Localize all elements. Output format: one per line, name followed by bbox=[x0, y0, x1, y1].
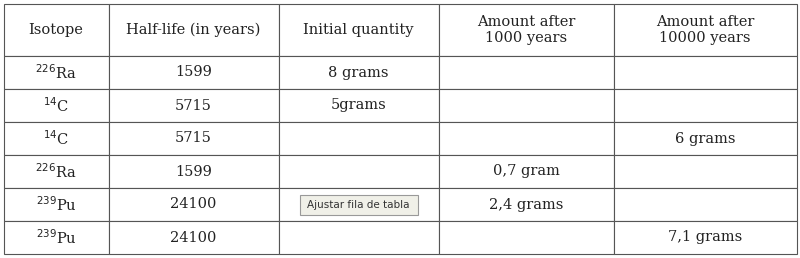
Text: 1599: 1599 bbox=[175, 66, 212, 79]
Bar bbox=[278, 188, 438, 221]
Bar bbox=[438, 221, 614, 254]
Text: 0,7 gram: 0,7 gram bbox=[493, 165, 559, 179]
Bar bbox=[278, 155, 438, 188]
Bar bbox=[278, 122, 438, 155]
Bar bbox=[109, 122, 278, 155]
Bar bbox=[278, 89, 438, 122]
Text: $^{14}$C: $^{14}$C bbox=[43, 96, 69, 115]
Text: Amount after
1000 years: Amount after 1000 years bbox=[477, 15, 575, 45]
Text: $^{239}$Pu: $^{239}$Pu bbox=[35, 228, 77, 247]
Bar bbox=[109, 221, 278, 254]
Text: Half-life (in years): Half-life (in years) bbox=[126, 23, 261, 37]
Text: $^{239}$Pu: $^{239}$Pu bbox=[35, 195, 77, 214]
Bar bbox=[438, 122, 614, 155]
Text: 5715: 5715 bbox=[175, 99, 212, 112]
Text: 5grams: 5grams bbox=[330, 99, 386, 112]
Text: Ajustar fila de tabla: Ajustar fila de tabla bbox=[307, 199, 410, 209]
Bar bbox=[614, 155, 797, 188]
Bar bbox=[109, 4, 278, 56]
Bar bbox=[614, 221, 797, 254]
Bar bbox=[438, 155, 614, 188]
Bar bbox=[109, 155, 278, 188]
Bar bbox=[3, 221, 109, 254]
Text: 7,1 grams: 7,1 grams bbox=[668, 230, 742, 245]
Text: 24100: 24100 bbox=[170, 198, 217, 212]
Bar bbox=[3, 155, 109, 188]
Text: $^{14}$C: $^{14}$C bbox=[43, 129, 69, 148]
Bar bbox=[438, 4, 614, 56]
Bar bbox=[3, 122, 109, 155]
Bar bbox=[614, 122, 797, 155]
Bar bbox=[614, 89, 797, 122]
Bar bbox=[109, 188, 278, 221]
Bar bbox=[278, 4, 438, 56]
FancyBboxPatch shape bbox=[299, 195, 418, 214]
Text: Initial quantity: Initial quantity bbox=[303, 23, 414, 37]
Text: 8 grams: 8 grams bbox=[328, 66, 389, 79]
Text: Isotope: Isotope bbox=[29, 23, 83, 37]
Text: 1599: 1599 bbox=[175, 165, 212, 179]
Bar bbox=[278, 221, 438, 254]
Text: $^{226}$Ra: $^{226}$Ra bbox=[35, 162, 77, 181]
Bar bbox=[3, 89, 109, 122]
Bar bbox=[3, 56, 109, 89]
Bar bbox=[614, 4, 797, 56]
Text: 5715: 5715 bbox=[175, 132, 212, 146]
Bar bbox=[109, 56, 278, 89]
Text: 2,4 grams: 2,4 grams bbox=[489, 198, 563, 212]
Text: 6 grams: 6 grams bbox=[674, 132, 735, 146]
Text: Amount after
10000 years: Amount after 10000 years bbox=[656, 15, 754, 45]
Bar bbox=[614, 188, 797, 221]
Bar bbox=[3, 188, 109, 221]
Bar bbox=[3, 4, 109, 56]
Text: $^{226}$Ra: $^{226}$Ra bbox=[35, 63, 77, 82]
Text: 24100: 24100 bbox=[170, 230, 217, 245]
Bar bbox=[438, 188, 614, 221]
Bar bbox=[109, 89, 278, 122]
Bar bbox=[614, 56, 797, 89]
Bar bbox=[438, 56, 614, 89]
Bar bbox=[278, 56, 438, 89]
Bar bbox=[438, 89, 614, 122]
